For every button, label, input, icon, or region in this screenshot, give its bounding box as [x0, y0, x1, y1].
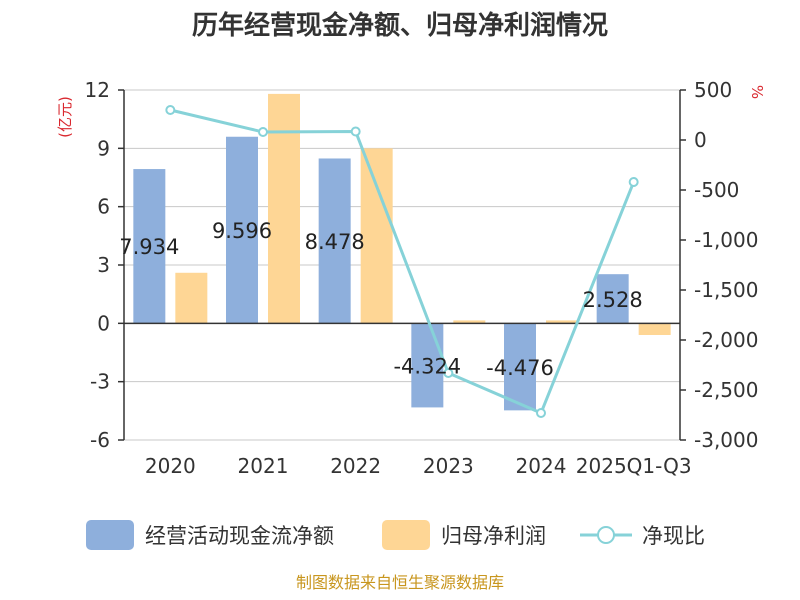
ratio-point	[350, 126, 361, 137]
bar-net-profit	[268, 93, 300, 324]
right-tick-label: 0	[694, 128, 707, 152]
bar-net-profit	[638, 323, 671, 335]
left-tick-label: -3	[90, 370, 110, 394]
bar-net-profit	[175, 272, 208, 324]
data-label: 7.934	[119, 235, 179, 259]
legend-marker-ratio	[597, 526, 615, 544]
source-note: 制图数据来自恒生聚源数据库	[296, 573, 504, 592]
right-tick-label: -500	[694, 178, 739, 202]
bar-cash-flow	[133, 169, 166, 324]
left-tick-label: 9	[97, 136, 110, 160]
legend: 经营活动现金流净额 归母净利润 净现比	[86, 520, 705, 550]
left-tick-label: 3	[97, 253, 110, 277]
data-label: 8.478	[305, 230, 365, 254]
data-label: 2.528	[583, 288, 643, 312]
bar-cash-flow	[504, 323, 536, 411]
ratio-point	[258, 127, 268, 137]
legend-label-ratio: 净现比	[642, 524, 705, 548]
bar-net-profit	[360, 148, 393, 324]
left-tick-label: 12	[85, 78, 110, 102]
data-label: -4.324	[393, 354, 461, 378]
x-tick-label: 2025Q1-Q3	[576, 454, 692, 478]
legend-swatch-cash-flow	[86, 520, 134, 550]
bar-cash-flow	[411, 323, 444, 408]
data-label: 9.596	[212, 219, 272, 243]
ratio-line	[165, 105, 639, 418]
x-tick-label: 2020	[145, 454, 196, 478]
bar-cash-flow	[318, 158, 351, 324]
ratio-line-path	[169, 108, 636, 415]
ratio-point	[536, 408, 546, 418]
axes: 12 9 6 3 0 -3 -6 500 0 -500 -1,000 -1,500 -2,000 -2,5…	[85, 78, 759, 478]
x-tick-label: 2023	[423, 454, 474, 478]
bar-net-profit	[453, 320, 486, 324]
right-tick-label: -2,000	[694, 328, 758, 352]
legend-label-net-profit: 归母净利润	[441, 524, 546, 548]
legend-swatch-net-profit	[382, 520, 430, 550]
chart-title: 历年经营现金净额、归母净利润情况	[192, 10, 608, 41]
bar-cash-flow	[596, 274, 629, 324]
ratio-point	[165, 105, 176, 115]
x-tick-label: 2021	[238, 454, 289, 478]
data-label: -4.476	[486, 356, 554, 380]
legend-label-cash-flow: 经营活动现金流净额	[145, 524, 334, 548]
right-tick-label: -1,000	[694, 228, 758, 252]
left-tick-label: -6	[90, 428, 110, 452]
ratio-point	[628, 177, 639, 187]
right-tick-label: -1,500	[694, 278, 758, 302]
bars	[133, 93, 671, 411]
grid-lines	[124, 89, 680, 441]
left-axis-unit: (亿元)	[56, 96, 74, 138]
right-axis-unit: %	[748, 85, 766, 99]
x-tick-label: 2024	[516, 454, 567, 478]
data-labels: 7.934 9.596 8.478 -4.324 -4.476 2.528	[119, 219, 642, 380]
right-tick-label: 500	[694, 78, 732, 102]
bar-net-profit	[546, 320, 578, 324]
left-tick-label: 6	[97, 195, 110, 219]
right-tick-label: -2,500	[694, 378, 758, 402]
bar-cash-flow	[226, 136, 258, 324]
right-tick-label: -3,000	[694, 428, 758, 452]
ratio-point	[443, 368, 454, 378]
left-tick-label: 0	[97, 311, 110, 335]
x-tick-label: 2022	[330, 454, 381, 478]
